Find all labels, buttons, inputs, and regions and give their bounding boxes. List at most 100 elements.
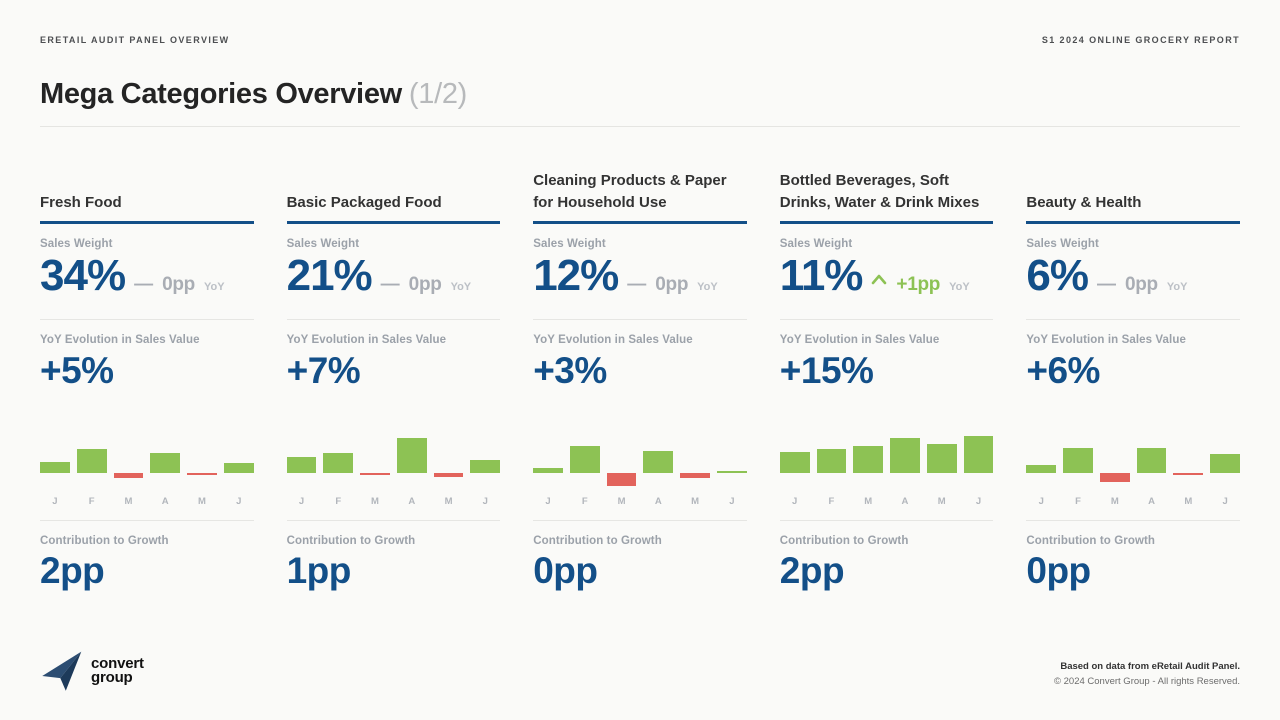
logo-word-2: group <box>91 669 133 686</box>
chart-bar <box>606 473 637 486</box>
bar-slot <box>779 425 810 487</box>
bar-slot <box>1173 425 1204 487</box>
contribution-label: Contribution to Growth <box>533 535 662 547</box>
month-label: M <box>1184 496 1193 507</box>
category-underline <box>286 221 501 224</box>
contribution-value: 1pp <box>286 550 352 591</box>
month-label: J <box>1038 496 1044 507</box>
logo-wordmark: convert group <box>91 656 144 686</box>
chart-bar <box>76 449 107 473</box>
sales-weight-label: Sales Weight <box>779 238 853 250</box>
month-label: F <box>581 496 588 507</box>
category-title: Fresh Food <box>40 193 122 211</box>
month-label: A <box>408 496 416 507</box>
top-bar: ERETAIL AUDIT PANEL OVERVIEW S1 2024 ONL… <box>40 0 1240 45</box>
chart-bar <box>323 453 354 473</box>
bar-slot <box>223 425 254 487</box>
weight-change-value: 0pp <box>408 274 442 295</box>
bar-slot <box>396 425 427 487</box>
month-label: J <box>298 496 305 507</box>
sales-weight-value: 12% <box>533 251 619 300</box>
sales-weight-row: 34% — 0pp YoY <box>40 251 254 307</box>
yoy-evolution-value: +7% <box>286 350 361 391</box>
bar-slot <box>926 425 957 487</box>
weight-change-value: +1pp <box>896 274 941 295</box>
month-label: A <box>901 496 909 507</box>
contribution-value: 0pp <box>533 550 598 591</box>
section-divider <box>40 520 254 521</box>
chart-bar <box>286 457 317 473</box>
month-label: J <box>236 496 242 507</box>
bar-slot <box>187 425 217 487</box>
bar-slot <box>113 425 144 487</box>
chart-bars <box>779 425 994 487</box>
weight-change-value: 0pp <box>1124 274 1158 295</box>
section-divider <box>779 520 994 521</box>
bar-slot <box>1136 425 1167 487</box>
category-card: Basic Packaged Food Sales Weight 21% — 0… <box>286 166 501 592</box>
chart-bar <box>569 446 600 473</box>
section-divider <box>1026 520 1240 521</box>
bar-slot <box>1063 425 1093 487</box>
contribution-value: 2pp <box>779 550 845 591</box>
month-label: M <box>937 496 946 507</box>
chart-bar <box>1210 454 1240 473</box>
month-label: F <box>335 496 342 507</box>
categories-grid: Fresh Food Sales Weight 34% — 0pp YoY Yo… <box>40 166 1240 592</box>
bar-slot <box>569 425 600 487</box>
contribution-label: Contribution to Growth <box>1026 535 1156 547</box>
header-right-label: S1 2024 ONLINE GROCERY REPORT <box>1041 35 1240 45</box>
chart-bar <box>433 473 464 477</box>
report-page: ERETAIL AUDIT PANEL OVERVIEW S1 2024 ONL… <box>40 0 1240 592</box>
month-label: J <box>52 496 58 507</box>
month-label: J <box>482 496 488 507</box>
section-divider <box>286 319 501 320</box>
chart-bar <box>779 452 810 473</box>
chart-bars <box>40 425 254 487</box>
sales-weight-value: 6% <box>1026 251 1089 300</box>
chevron-up-icon <box>872 274 887 284</box>
chart-bars <box>1026 425 1240 487</box>
category-card: Bottled Beverages, Soft Drinks, Water & … <box>779 166 994 592</box>
yoy-evolution-label: YoY Evolution in Sales Value <box>533 334 693 346</box>
chart-bar <box>1099 473 1130 482</box>
bar-slot <box>470 425 501 487</box>
month-label: J <box>975 496 982 507</box>
contribution-label: Contribution to Growth <box>286 535 416 547</box>
sales-weight-value: 34% <box>40 251 126 300</box>
yoy-evolution-label: YoY Evolution in Sales Value <box>779 334 940 346</box>
flat-dash-icon: — <box>627 274 647 295</box>
contribution-label: Contribution to Growth <box>779 535 909 547</box>
bar-slot <box>717 425 747 487</box>
chart-bar <box>40 462 70 473</box>
sales-weight-label: Sales Weight <box>286 238 360 250</box>
bar-slot <box>816 425 847 487</box>
yoy-evolution-value: +15% <box>779 350 874 391</box>
bar-slot <box>1099 425 1130 487</box>
bar-slot <box>680 425 711 487</box>
category-underline <box>1026 221 1240 224</box>
section-divider <box>286 520 501 521</box>
chart-bar <box>1063 448 1093 473</box>
sales-weight-row: 12% — 0pp YoY <box>533 251 747 307</box>
bar-slot <box>853 425 884 487</box>
month-label: A <box>161 496 169 507</box>
category-underline <box>533 221 747 224</box>
category-title: Basic Packaged Food <box>286 193 442 211</box>
chart-bar <box>717 471 747 473</box>
flat-dash-icon: — <box>1096 274 1116 295</box>
month-label: M <box>371 496 379 507</box>
bar-slot <box>606 425 637 487</box>
header-left-label: ERETAIL AUDIT PANEL OVERVIEW <box>40 35 230 45</box>
month-label: F <box>828 496 835 507</box>
sales-weight-row: 11% — +1pp YoY <box>780 251 994 307</box>
chart-bar <box>360 473 390 475</box>
month-label: J <box>1222 496 1228 507</box>
chart-bar <box>533 468 563 473</box>
weight-change-value: 0pp <box>162 274 195 295</box>
month-label: M <box>864 496 873 507</box>
chart-bar <box>223 463 254 473</box>
